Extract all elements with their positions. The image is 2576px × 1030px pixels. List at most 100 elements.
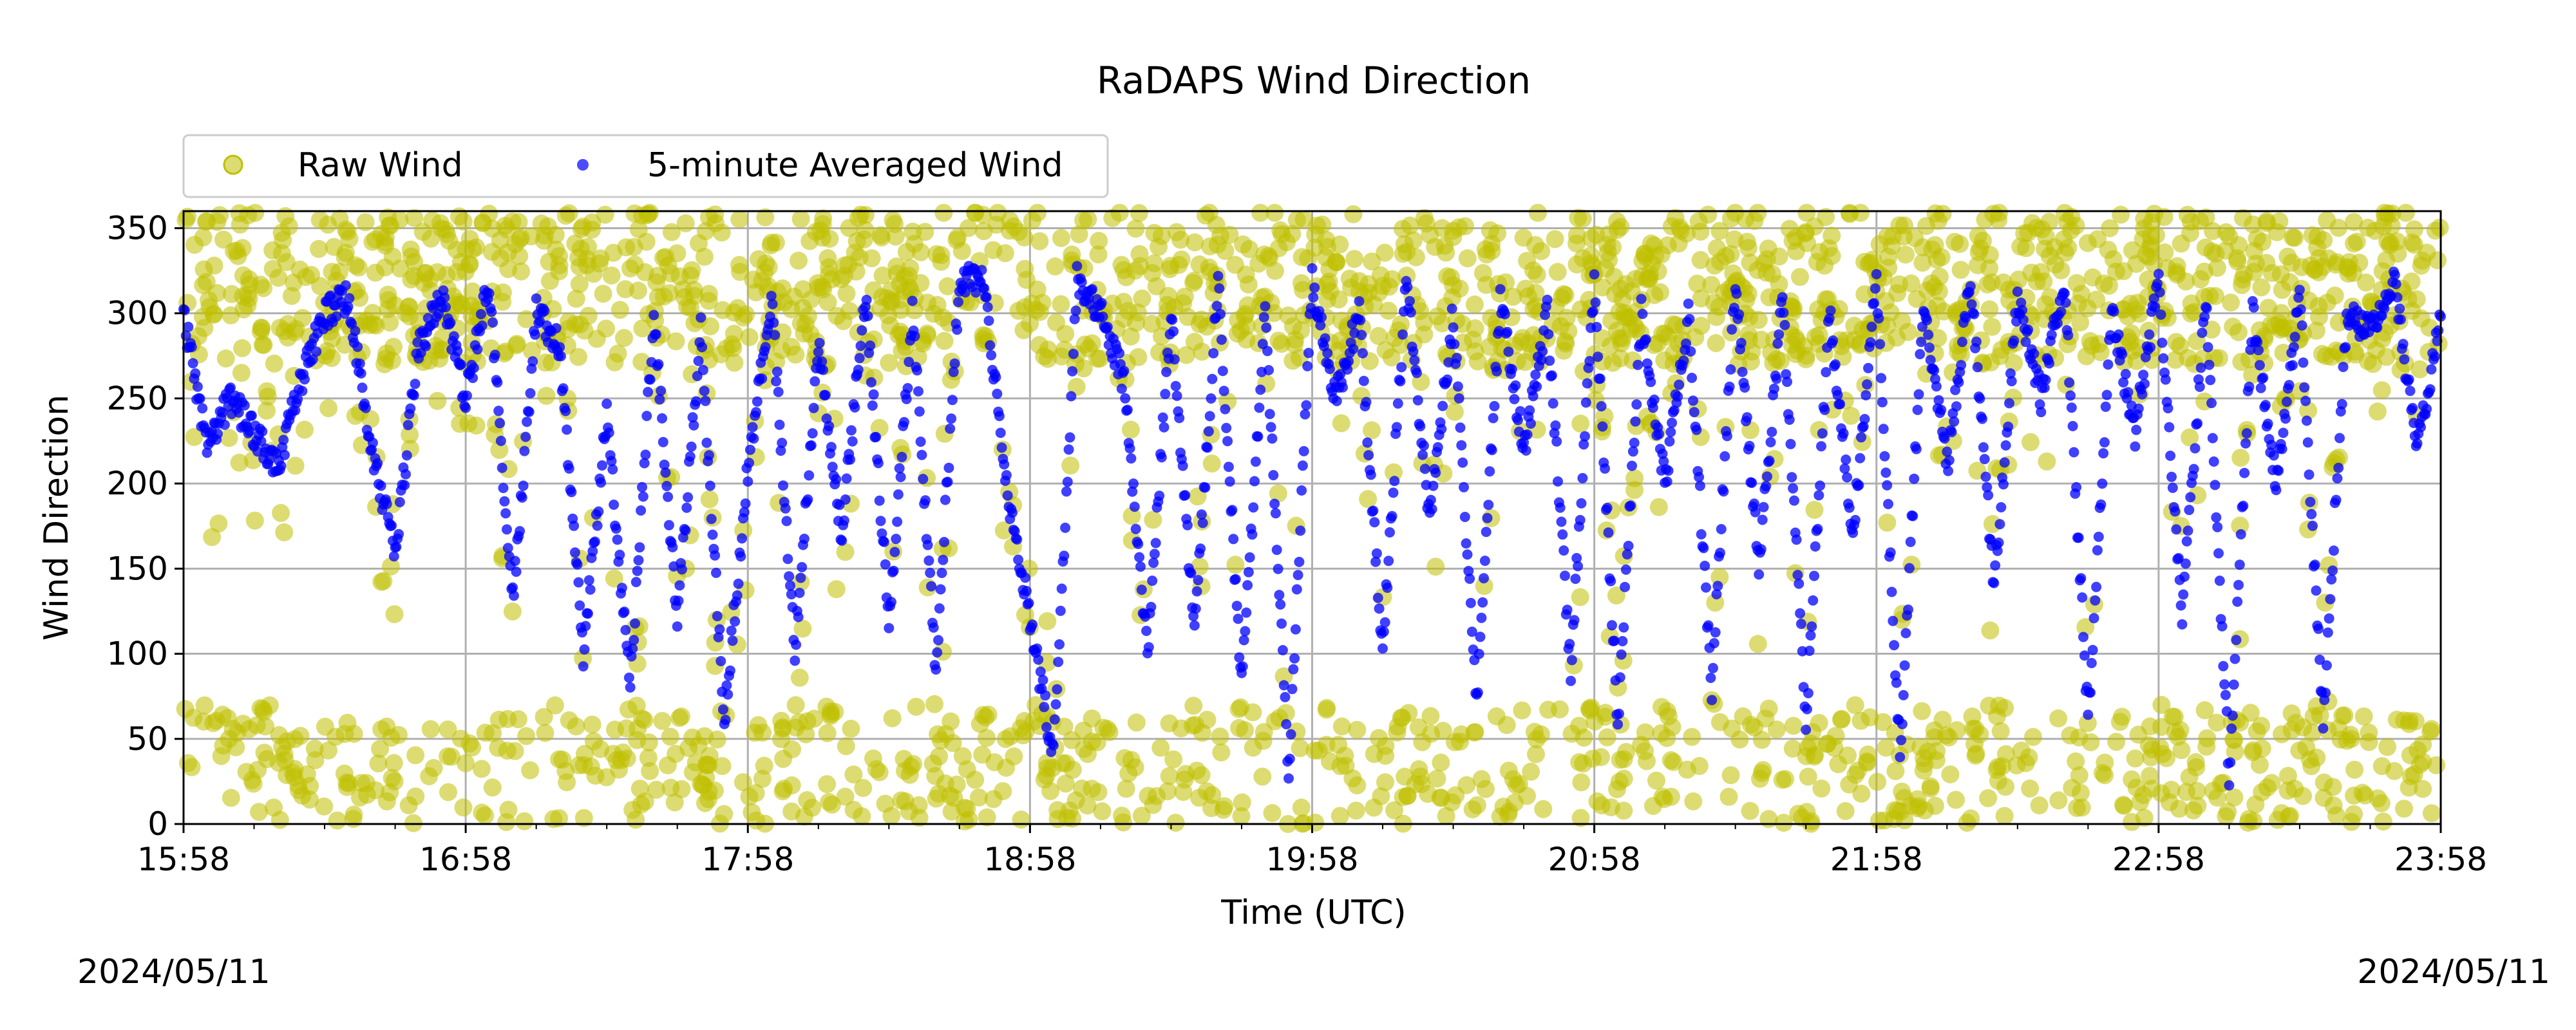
averaged-wind-point [2060,297,2071,308]
raw-wind-point [2252,278,2271,297]
raw-wind-point [1784,716,1803,735]
raw-wind-point [1005,747,1023,765]
raw-wind-point [230,453,249,472]
averaged-wind-point [2099,437,2110,448]
averaged-wind-point [1537,346,1548,357]
averaged-wind-point [1734,309,1745,320]
raw-wind-point [463,282,482,301]
averaged-wind-point [1946,427,1957,438]
averaged-wind-point [2244,381,2255,392]
averaged-wind-point [1415,421,1426,432]
raw-wind-point [1982,273,2001,292]
raw-wind-point [2241,704,2260,722]
raw-wind-point [1976,211,1994,229]
averaged-wind-point [2006,376,2017,387]
averaged-wind-point [663,491,674,502]
raw-wind-point [1805,501,1824,519]
raw-wind-point [1371,266,1390,285]
averaged-wind-point [990,371,1001,382]
averaged-wind-point [1980,471,1991,482]
raw-wind-point [2322,348,2340,366]
raw-wind-point [1611,751,1629,769]
raw-wind-point [1647,771,1665,790]
averaged-wind-point [707,529,718,540]
raw-wind-point [506,235,525,254]
averaged-wind-point [468,362,479,373]
averaged-wind-point [1625,500,1636,511]
raw-wind-point [1877,738,1895,757]
raw-wind-point [1359,490,1378,509]
averaged-wind-point [2433,325,2444,336]
raw-wind-point [676,214,695,232]
averaged-wind-point [1459,512,1470,522]
raw-wind-point [2253,783,2271,801]
averaged-wind-point [1789,495,1799,506]
raw-wind-point [1527,297,1545,315]
averaged-wind-point [1957,337,1967,348]
raw-wind-point [2107,733,2126,751]
raw-wind-point [234,266,252,285]
averaged-wind-point [609,500,620,510]
averaged-wind-point [732,590,743,601]
averaged-wind-point [1871,268,1882,279]
averaged-wind-point [354,358,365,369]
averaged-wind-point [1781,369,1792,380]
raw-wind-point [2181,224,2199,243]
raw-wind-point [540,272,559,290]
raw-wind-point [1808,253,1826,272]
raw-wind-point [464,240,482,259]
averaged-wind-point [1719,451,1730,462]
raw-wind-point [1759,239,1777,258]
averaged-wind-point [2284,380,2295,391]
averaged-wind-point [889,547,900,557]
raw-wind-point [1548,263,1567,281]
averaged-wind-point [225,382,236,393]
averaged-wind-point [1206,393,1217,404]
averaged-wind-point [886,597,896,608]
averaged-wind-point [539,306,550,317]
raw-wind-point [499,800,518,819]
raw-wind-point [584,732,603,751]
averaged-wind-point [1052,684,1063,695]
raw-wind-point [1458,249,1477,268]
raw-wind-point [1737,290,1756,309]
averaged-wind-point [1267,433,1278,444]
averaged-wind-point [936,568,947,578]
averaged-wind-point [551,323,562,333]
averaged-wind-point [1202,442,1213,453]
averaged-wind-point [1865,337,1876,348]
raw-wind-point [658,756,677,774]
raw-wind-point [1551,700,1569,718]
averaged-wind-point [831,474,842,485]
averaged-wind-point [2425,384,2436,395]
averaged-wind-point [1645,377,1656,388]
averaged-wind-point [2195,362,2206,373]
averaged-wind-point [1475,632,1486,642]
raw-wind-point [1969,256,1987,274]
averaged-wind-point [1597,421,1608,432]
raw-wind-point [1645,236,1663,255]
averaged-wind-point [841,473,852,484]
raw-wind-point [1263,804,1282,822]
averaged-wind-point [1817,428,1828,439]
averaged-wind-point [773,386,784,397]
raw-wind-point [240,289,258,308]
averaged-wind-point [2150,302,2161,312]
raw-wind-point [1482,241,1501,260]
averaged-wind-point [1772,338,1783,349]
y-tick-label: 200 [107,465,168,502]
averaged-wind-point [700,395,711,406]
averaged-wind-point [2175,600,2186,611]
raw-wind-point [891,438,910,457]
raw-wind-point [1186,716,1205,734]
y-tick-label: 0 [147,805,168,843]
raw-wind-point [297,268,315,286]
raw-wind-point [2222,294,2240,312]
raw-wind-point [639,749,658,767]
raw-wind-point [1061,456,1080,475]
averaged-wind-point [629,635,639,646]
raw-wind-point [1721,766,1740,785]
raw-wind-point [2171,337,2189,355]
raw-wind-point [699,292,718,310]
averaged-wind-point [1795,608,1806,619]
